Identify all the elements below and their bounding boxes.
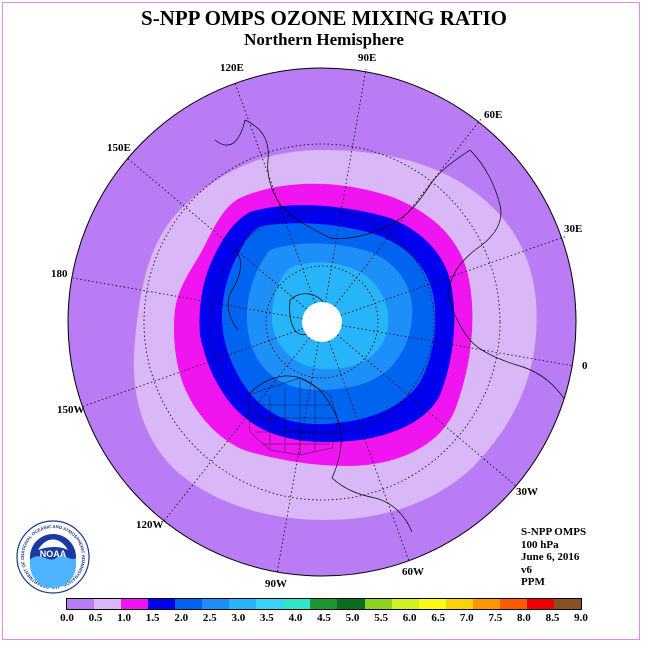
colorbar-segment (418, 599, 446, 609)
latitude-circle-40n (143, 143, 501, 501)
meridian-90e (321, 68, 367, 323)
coastlines (214, 119, 566, 533)
coastline-europe (447, 294, 566, 401)
coastline-siberia (329, 149, 471, 239)
colorbar-segment (256, 599, 284, 609)
colorbar-tick-label: 7.0 (459, 612, 474, 624)
colorbar-segment (337, 599, 365, 609)
colorbar-tick-label: 0.0 (60, 612, 74, 624)
meridian-0 (321, 321, 575, 367)
coastline-central-america (331, 477, 413, 533)
colorbar-segment (67, 599, 95, 609)
lon-label-60w: 60W (402, 566, 424, 578)
colorbar-tick-label: 8.0 (517, 612, 531, 624)
us-states-grid (247, 377, 339, 456)
colorbar-tick-label: 4.0 (288, 612, 303, 624)
colorbar-tick-label: 7.5 (488, 612, 503, 624)
colorbar-segment (310, 599, 338, 609)
meridian-150e (126, 157, 323, 323)
colorbar-segment (94, 599, 122, 609)
coastline-north-america (247, 375, 342, 479)
colorbar-segment (499, 599, 527, 609)
lon-label-120w: 120W (136, 519, 164, 531)
coastline-kamchatka (214, 119, 246, 146)
colorbar-tick-label: 1.0 (117, 612, 131, 624)
colorbar-segment (445, 599, 473, 609)
meridian-90w (276, 321, 323, 574)
map-title: S-NPP OMPS OZONE MIXING RATIO (141, 6, 507, 30)
noaa-logo: NATIONAL OCEANIC AND ATMOSPHERIC ADMINIS… (16, 520, 90, 594)
colorbar-tick-label: 0.5 (88, 612, 103, 624)
lon-label-150e: 150E (107, 142, 131, 154)
coastline-east-asia (244, 119, 331, 239)
colorbar-tick-label: 4.5 (317, 612, 331, 624)
colorbar-segment (148, 599, 176, 609)
meridian-30e (321, 235, 568, 323)
colorbar-segment (364, 599, 392, 609)
latitude-circle-60n (209, 209, 435, 435)
colorbar-tick-label: 2.5 (202, 612, 217, 624)
latitude-circle-80n (265, 265, 379, 379)
colorbar-segment (175, 599, 203, 609)
colorbar-segment (553, 599, 581, 609)
coastline-scandinavia (447, 149, 502, 296)
map-subtitle: Northern Hemisphere (244, 30, 404, 49)
colorbar-tick-label: 8.5 (545, 612, 560, 624)
info-instrument: S-NPP OMPS (521, 526, 587, 538)
colorbar (66, 598, 582, 610)
colorbar-tick-label: 5.5 (374, 612, 388, 624)
lon-label-90w: 90W (265, 578, 287, 590)
colorbar-tick-label: 6.5 (431, 612, 446, 624)
figure-frame (2, 2, 640, 640)
colorbar-segment (121, 599, 149, 609)
lon-label-0: 0 (582, 360, 588, 372)
lon-label-30e: 30E (564, 223, 583, 235)
colorbar-segment (472, 599, 500, 609)
info-pressure: 100 hPa (521, 538, 559, 551)
lon-label-120e: 120E (220, 62, 244, 74)
colorbar-segment (283, 599, 311, 609)
meridian-60e (321, 118, 482, 323)
info-version: v6 (521, 563, 532, 576)
lon-label-60e: 60E (484, 109, 503, 121)
info-block: S-NPP OMPS 100 hPa June 6, 2016 v6 PPM (521, 526, 586, 589)
colorbar-segment (229, 599, 257, 609)
colorbar-tick-label: 2.0 (174, 612, 189, 624)
lon-label-90e: 90E (358, 52, 377, 64)
info-date: June 6, 2016 (521, 551, 580, 563)
colorbar-tick-label: 5.0 (345, 612, 360, 624)
map-boundary (67, 67, 577, 577)
colorbar-tick-label: 3.5 (260, 612, 274, 624)
colorbar-tick-label: 3.0 (231, 612, 246, 624)
colorbar-tick-label: 6.0 (402, 612, 417, 624)
polar-missing-data (302, 302, 342, 342)
colorbar-segment (526, 599, 554, 609)
info-units: PPM (521, 576, 545, 588)
colorbar-tick-label: 9.0 (574, 612, 588, 624)
colorbar-segment (202, 599, 230, 609)
colorbar-tick-label: 1.5 (145, 612, 160, 624)
coastline-alaska (227, 249, 241, 331)
colorbar-segment (391, 599, 419, 609)
lon-label-30w: 30W (516, 486, 538, 498)
lon-label-180: 180 (51, 268, 68, 280)
logo-text: NOAA (40, 549, 67, 559)
graticule (72, 68, 575, 574)
lon-label-150w: 150W (57, 404, 85, 416)
